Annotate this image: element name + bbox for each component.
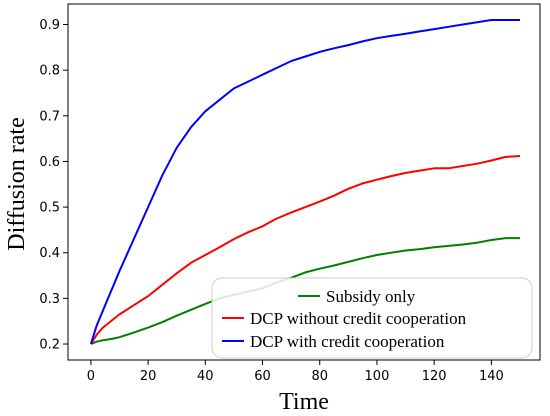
- y-tick-label: 0.9: [39, 18, 60, 33]
- legend-box: [211, 277, 533, 359]
- legend-label-1: Subsidy only: [326, 287, 416, 306]
- y-axis-ticks: 0.2 0.3 0.4 0.5 0.6 0.7 0.8 0.9: [39, 18, 68, 353]
- legend-label-2: DCP without credit cooperation: [250, 309, 467, 328]
- series-line-3: [89, 19, 520, 345]
- series-line-2: [90, 155, 521, 345]
- y-axis-title: Diffusion rate: [4, 117, 30, 251]
- y-tick-label: 0.3: [39, 292, 60, 307]
- y-tick-label: 0.8: [39, 64, 60, 79]
- x-tick-label: 100: [365, 369, 390, 384]
- y-tick-label: 0.6: [39, 155, 60, 170]
- y-tick-label: 0.5: [39, 201, 60, 216]
- x-tick-label: 40: [197, 369, 214, 384]
- x-tick-label: 140: [479, 369, 504, 384]
- x-tick-label: 80: [311, 369, 328, 384]
- x-axis-ticks: 0 20 40 60 80 100 120 140: [87, 360, 504, 384]
- y-tick-label: 0.2: [39, 338, 60, 353]
- plot-frame: [67, 3, 541, 361]
- x-tick-label: 120: [422, 369, 447, 384]
- x-tick-label: 20: [140, 369, 157, 384]
- legend: Subsidy only DCP without credit cooperati…: [211, 277, 533, 359]
- y-tick-label: 0.7: [39, 109, 60, 124]
- x-tick-label: 0: [87, 369, 95, 384]
- legend-label-3: DCP with credit cooperation: [250, 332, 445, 351]
- x-axis-title: Time: [279, 389, 329, 415]
- x-tick-label: 60: [254, 369, 271, 384]
- y-tick-label: 0.4: [39, 246, 60, 261]
